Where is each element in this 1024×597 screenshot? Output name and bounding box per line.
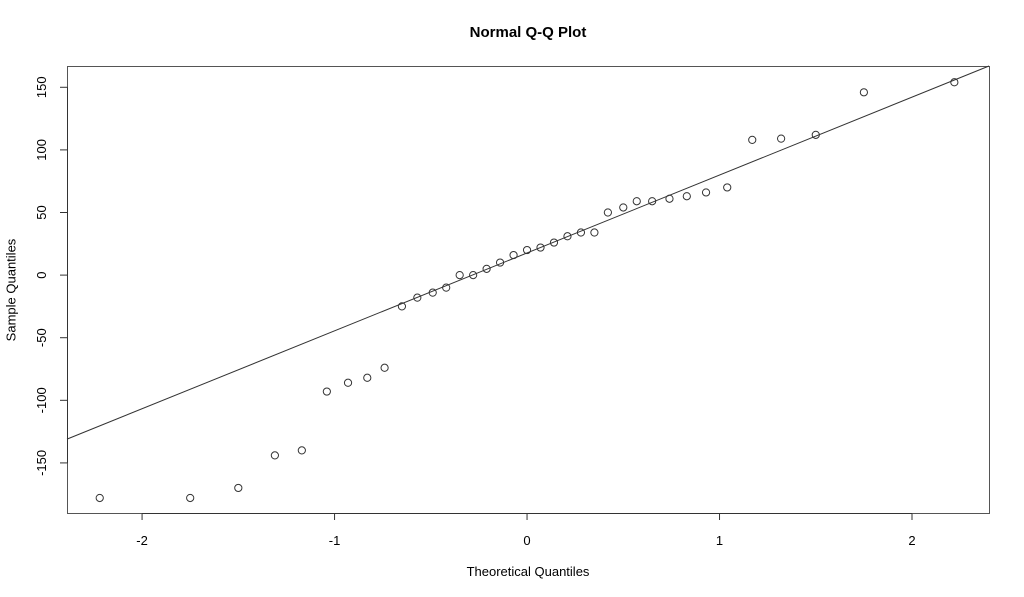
x-tick-label: 2	[908, 533, 915, 548]
chart-title: Normal Q-Q Plot	[469, 24, 587, 41]
data-point	[701, 188, 711, 197]
data-point	[322, 387, 331, 396]
y-tick-label: 150	[34, 76, 49, 98]
data-point	[859, 88, 868, 97]
data-point	[380, 363, 389, 372]
data-point	[576, 228, 586, 237]
y-axis: -150 -100 -50 0 50 100 150	[34, 76, 68, 476]
data-point	[682, 192, 691, 201]
data-point	[509, 250, 518, 260]
data-point	[455, 271, 464, 280]
x-tick-label: 1	[716, 533, 723, 548]
data-point	[723, 183, 732, 192]
data-point	[482, 264, 491, 273]
data-point	[413, 293, 422, 302]
data-point	[950, 78, 959, 87]
data-point	[665, 194, 674, 203]
data-point	[522, 245, 532, 255]
y-tick-label: 100	[34, 139, 49, 161]
y-tick-label: -100	[34, 387, 49, 413]
data-point	[811, 130, 820, 139]
data-point	[563, 232, 572, 241]
data-point	[297, 446, 306, 455]
data-point	[495, 258, 505, 267]
data-points	[95, 78, 959, 503]
x-tick-label: -1	[329, 533, 341, 548]
reference-line	[66, 65, 990, 440]
data-point	[428, 288, 437, 297]
plot-frame	[67, 66, 990, 514]
x-tick-label: -2	[136, 533, 148, 548]
data-point	[536, 243, 545, 252]
data-point	[186, 493, 195, 503]
data-point	[234, 483, 243, 493]
data-point	[777, 134, 786, 143]
data-point	[632, 197, 641, 206]
x-axis: -2 -1 0 1 2	[136, 513, 916, 548]
data-point	[748, 135, 757, 144]
y-tick-label: -50	[34, 328, 49, 347]
data-point	[590, 228, 599, 237]
x-tick-label: 0	[523, 533, 530, 548]
data-point	[397, 302, 407, 311]
data-point	[648, 197, 657, 206]
data-point	[363, 373, 372, 382]
data-point	[442, 283, 451, 292]
x-axis-label: Theoretical Quantiles	[466, 564, 590, 579]
data-point	[603, 208, 612, 217]
data-point	[95, 493, 104, 503]
data-point	[619, 203, 628, 212]
y-tick-label: 50	[34, 205, 49, 219]
y-tick-label: -150	[34, 450, 49, 476]
data-point	[469, 271, 478, 280]
data-point	[270, 451, 279, 460]
data-point	[549, 238, 559, 247]
y-tick-label: 0	[34, 271, 49, 278]
data-point	[343, 378, 353, 387]
